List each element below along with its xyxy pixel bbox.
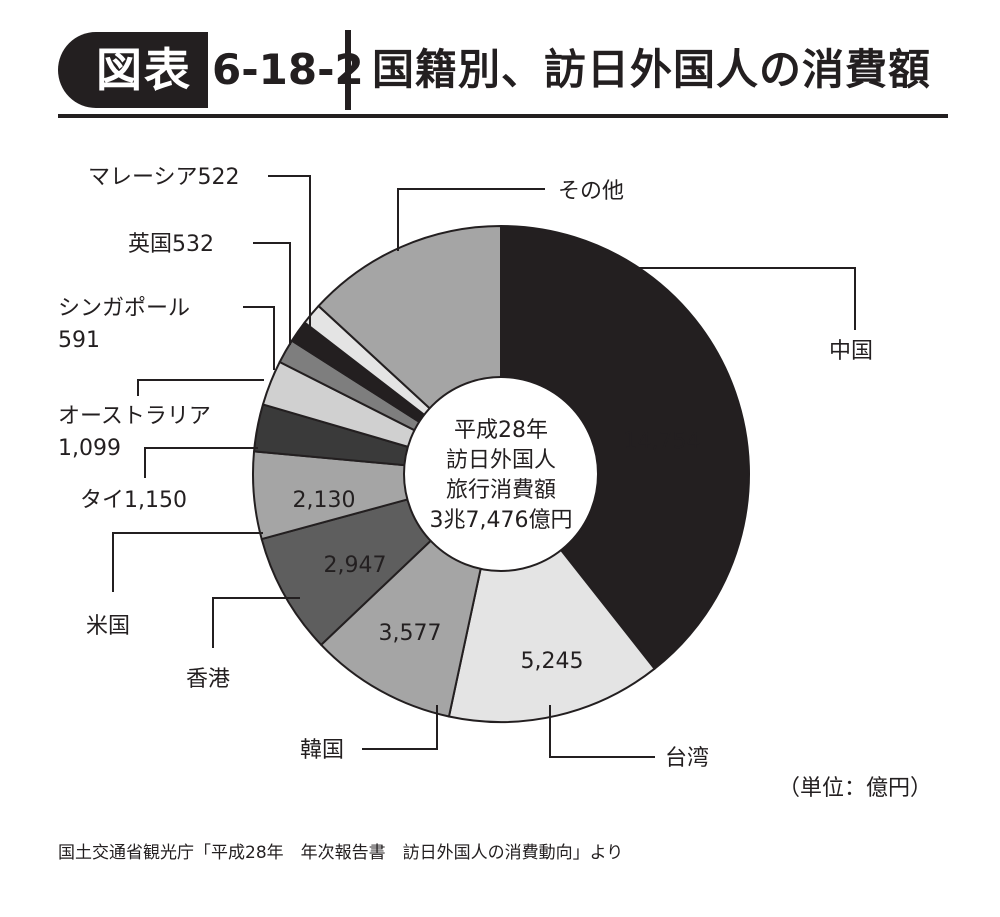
leader-line-singapore — [243, 306, 275, 370]
category-value-australia: 1,099 — [58, 436, 121, 461]
leader-line-malaysia — [268, 175, 311, 327]
leader-line-taiwan — [549, 705, 655, 758]
figure-title: 国籍別、訪日外国人の消費額 — [372, 45, 932, 94]
category-label-singapore: シンガポール — [58, 296, 190, 321]
title-divider — [345, 30, 351, 110]
value-label-china: 14,754 — [624, 429, 701, 454]
leader-line-china — [628, 267, 856, 330]
category-label-korea: 韓国 — [300, 738, 344, 763]
category-label-malaysia: マレーシア522 — [88, 165, 240, 190]
title-rule — [58, 114, 948, 118]
chart-slices — [252, 225, 750, 723]
value-label-usa: 2,130 — [293, 488, 356, 513]
center-total: 3兆7,476億円 — [430, 508, 573, 533]
slice-0 — [500, 225, 750, 670]
figure-badge — [58, 32, 208, 108]
category-label-uk: 英国532 — [128, 232, 214, 257]
category-label-hongkong: 香港 — [186, 667, 230, 692]
leader-lines — [112, 175, 856, 758]
leader-line-thailand — [144, 447, 258, 478]
leader-line-korea — [362, 705, 438, 750]
unit-note: （単位：億円） — [778, 776, 933, 801]
center-year: 平成28年 — [454, 418, 548, 443]
leader-line-uk — [253, 242, 291, 345]
leader-line-hongkong — [212, 597, 300, 648]
leader-line-australia — [137, 379, 264, 396]
donut-hole — [403, 376, 599, 572]
center-metric: 旅行消費額 — [446, 478, 556, 503]
figure-number: 6-18-2 — [212, 45, 364, 94]
leader-line-usa — [112, 532, 263, 592]
value-label-taiwan: 5,245 — [521, 649, 584, 674]
category-label-china: 中国 — [829, 339, 873, 364]
source-note: 国土交通省観光庁「平成28年 年次報告書 訪日外国人の消費動向」より — [58, 843, 624, 863]
category-label-taiwan: 台湾 — [665, 746, 709, 771]
category-value-singapore: 591 — [58, 328, 100, 353]
category-label-australia: オーストラリア — [58, 404, 211, 429]
value-label-hongkong: 2,947 — [324, 553, 387, 578]
category-label-other: その他 — [558, 179, 624, 204]
figure-badge-label: 図表 — [96, 43, 192, 97]
category-label-thailand: タイ1,150 — [80, 488, 187, 513]
leader-line-other — [397, 188, 545, 251]
center-subject: 訪日外国人 — [446, 448, 556, 473]
value-label-korea: 3,577 — [379, 621, 442, 646]
category-label-usa: 米国 — [86, 614, 130, 639]
